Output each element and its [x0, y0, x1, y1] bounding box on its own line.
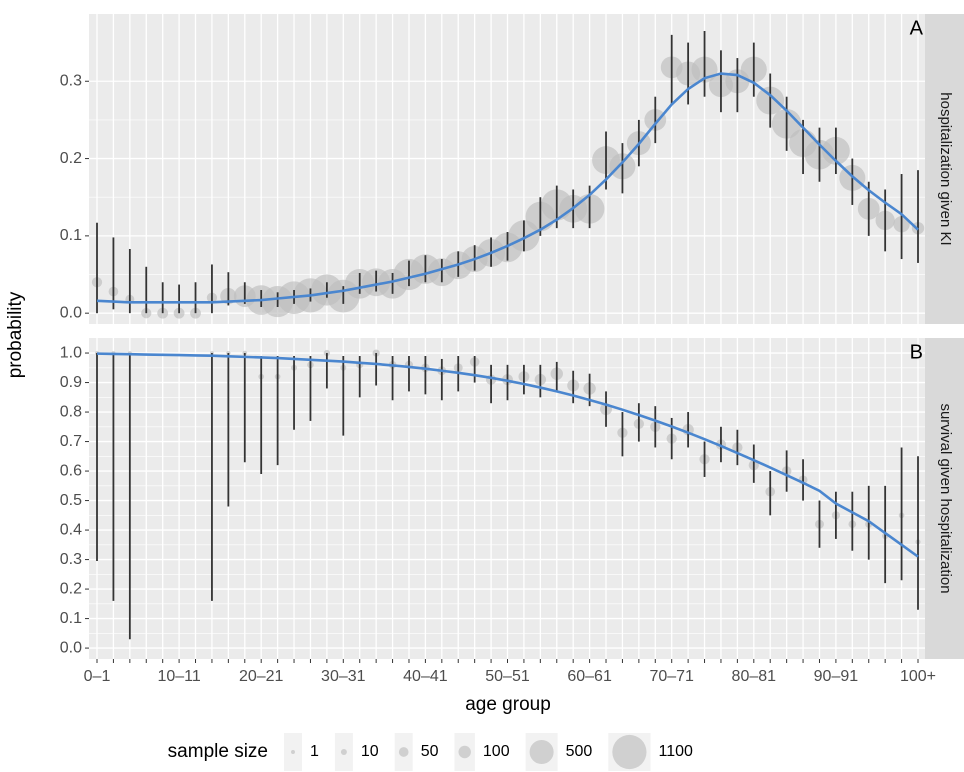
- fit-line: [96, 72, 919, 304]
- panel-label: A: [910, 17, 924, 39]
- legend-point: [529, 739, 554, 765]
- legend-label: 100: [483, 743, 510, 760]
- x-tick-label: 80–81: [732, 668, 777, 685]
- panel-label: B: [910, 341, 923, 363]
- legend-label: 50: [421, 743, 439, 760]
- legend-point: [398, 747, 409, 757]
- y-tick-label: 0.1: [60, 610, 82, 627]
- y-tick-label: 0.4: [60, 521, 82, 538]
- x-tick-label: 60–61: [567, 668, 612, 685]
- y-tick-label: 0.9: [60, 374, 82, 391]
- x-tick-label: 40–41: [403, 668, 448, 685]
- x-axis-title: age group: [465, 694, 551, 715]
- legend-label: 1: [310, 743, 319, 760]
- x-tick-label: 30–31: [321, 668, 366, 685]
- x-tick-label: 50–51: [485, 668, 530, 685]
- x-tick-label: 20–21: [239, 668, 284, 685]
- y-tick-label: 0.3: [60, 551, 82, 568]
- fit-line: [96, 352, 919, 558]
- y-tick-label: 0.8: [60, 403, 82, 420]
- y-tick-label: 0.2: [60, 150, 82, 167]
- x-tick-label: 10–11: [157, 668, 200, 685]
- y-tick-label: 0.0: [60, 304, 82, 321]
- legend-point: [291, 750, 295, 754]
- y-tick-label: 0.1: [60, 227, 82, 244]
- legend-label: 500: [566, 743, 593, 760]
- strip-label: survival given hospitalization: [937, 403, 954, 593]
- x-tick-label: 0–1: [84, 668, 111, 685]
- x-tick-label: 70–71: [649, 668, 694, 685]
- y-axis-title: probability: [5, 291, 26, 378]
- legend-label: 1100: [659, 743, 694, 760]
- legend-point: [612, 734, 647, 770]
- y-tick-label: 0.7: [60, 433, 82, 450]
- legend-point: [458, 745, 471, 759]
- legend-point: [340, 749, 347, 755]
- legend-label: 10: [361, 743, 379, 760]
- legend-title: sample size: [168, 741, 268, 762]
- y-tick-label: 0.5: [60, 492, 82, 509]
- strip-label: hospitalization given KI: [937, 92, 954, 245]
- y-tick-label: 0.6: [60, 462, 82, 479]
- x-tick-label: 100+: [900, 668, 936, 685]
- y-tick-label: 1.0: [60, 344, 82, 361]
- y-tick-label: 0.0: [60, 639, 82, 656]
- strip-background: [925, 338, 964, 659]
- y-tick-label: 0.2: [60, 580, 82, 597]
- x-tick-label: 90–91: [814, 668, 859, 685]
- y-tick-label: 0.3: [60, 72, 82, 89]
- strip-background: [925, 14, 964, 324]
